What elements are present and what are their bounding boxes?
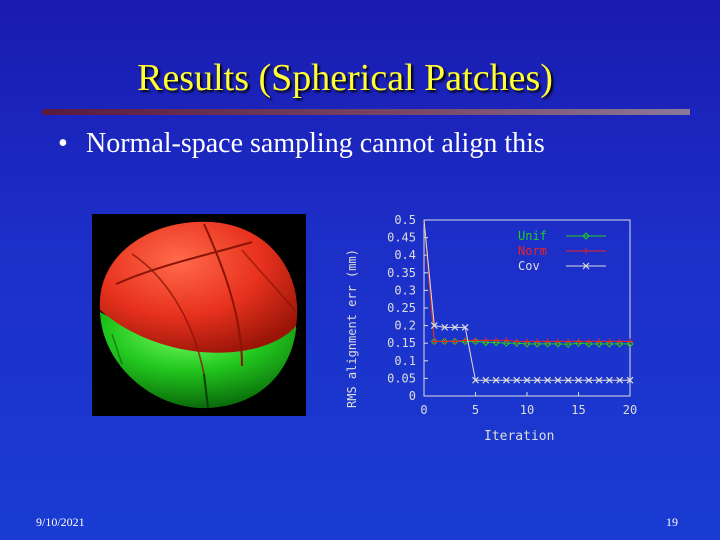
data-point — [554, 340, 562, 348]
bullet-text: Normal-space sampling cannot align this — [86, 128, 545, 159]
bullet-dot: • — [58, 128, 68, 159]
data-point — [626, 376, 634, 384]
data-point — [606, 338, 613, 345]
data-point — [503, 337, 510, 344]
x-tick-label: 10 — [520, 403, 534, 417]
y-tick-label: 0.15 — [387, 336, 416, 350]
y-tick-label: 0.3 — [394, 283, 416, 297]
sphere-patches-image — [92, 214, 306, 416]
data-point — [585, 376, 593, 384]
data-point — [564, 340, 572, 348]
rms-error-chart: 0 0.05 0.1 0.15 0.2 0.25 0.3 0.35 0.4 0.45 0.5 0 5 1… — [338, 196, 650, 444]
legend-label: Cov — [518, 259, 540, 273]
data-point — [565, 338, 572, 345]
data-point — [564, 376, 572, 384]
data-point — [543, 340, 552, 348]
data-point — [574, 339, 583, 347]
data-point — [441, 323, 449, 331]
y-tick-label: 0.5 — [394, 213, 416, 227]
series-norm — [423, 219, 633, 345]
data-point — [451, 338, 458, 345]
legend-label: Norm — [518, 244, 547, 258]
data-point — [524, 338, 530, 345]
sphere-patches-render — [99, 221, 298, 409]
data-point — [626, 340, 634, 348]
y-tick-label: 0.25 — [387, 301, 416, 315]
data-point — [605, 376, 613, 384]
data-point — [462, 337, 469, 344]
slide-title: Results (Spherical Patches) — [137, 57, 553, 99]
data-point — [595, 376, 603, 384]
x-tick-label: 15 — [571, 403, 585, 417]
data-point — [583, 248, 589, 254]
x-axis-label: Iteration — [484, 429, 554, 444]
data-point — [441, 338, 448, 345]
data-point — [575, 376, 582, 384]
data-point — [627, 338, 633, 345]
data-point — [616, 338, 623, 345]
y-axis-label: RMS alignment err (mm) — [345, 249, 359, 408]
data-point — [523, 340, 531, 348]
chart-canvas: 0 0.05 0.1 0.15 0.2 0.25 0.3 0.35 0.4 0.45 0.5 0 5 1… — [345, 213, 637, 444]
data-point — [585, 340, 593, 348]
data-point — [554, 376, 562, 384]
data-point — [430, 322, 438, 330]
data-point — [575, 338, 582, 345]
title-underline — [42, 109, 690, 115]
data-point — [492, 338, 500, 347]
data-point — [472, 376, 479, 384]
data-point — [482, 338, 490, 347]
data-point — [492, 376, 500, 384]
data-point — [585, 338, 592, 345]
data-point — [431, 338, 438, 345]
x-tick-label: 5 — [472, 403, 479, 417]
data-point — [513, 338, 520, 345]
data-point — [523, 376, 531, 384]
data-point — [582, 262, 590, 270]
x-tick-labels: 0 5 10 15 20 — [420, 392, 637, 417]
y-tick-label: 0 — [409, 389, 416, 403]
x-tick-label: 20 — [623, 403, 637, 417]
y-tick-label: 0.2 — [394, 319, 416, 333]
bullet-item: • Normal-space sampling cannot align this — [58, 128, 545, 160]
y-tick-label: 0.35 — [387, 266, 416, 280]
series-layer — [423, 219, 634, 384]
data-point — [534, 338, 541, 345]
data-point — [544, 338, 551, 345]
data-point — [616, 376, 624, 384]
y-tick-label: 0.05 — [387, 371, 416, 385]
data-point — [493, 337, 500, 344]
page-number: 19 — [666, 515, 678, 529]
data-point — [451, 323, 459, 331]
data-point — [582, 232, 590, 240]
data-point — [482, 376, 490, 384]
data-point — [461, 323, 469, 331]
data-point — [502, 339, 511, 347]
data-point — [605, 340, 614, 348]
data-point — [554, 338, 561, 345]
data-point — [595, 340, 603, 348]
data-point — [533, 340, 542, 348]
x-tick-label: 0 — [420, 403, 427, 417]
data-point — [502, 376, 510, 384]
legend-label: Unif — [518, 229, 547, 243]
data-point — [512, 339, 521, 347]
data-point — [513, 376, 521, 384]
y-tick-label: 0.45 — [387, 231, 416, 245]
data-point — [596, 338, 603, 345]
y-tick-labels: 0 0.05 0.1 0.15 0.2 0.25 0.3 0.35 0.4 0.45 0.5 — [387, 213, 428, 403]
data-point — [544, 376, 552, 384]
data-point — [472, 337, 479, 344]
y-tick-label: 0.1 — [394, 354, 416, 368]
y-tick-label: 0.4 — [394, 248, 416, 262]
data-point — [533, 376, 541, 384]
series-cov — [423, 219, 634, 384]
data-point — [615, 340, 624, 348]
footer-date: 9/10/2021 — [36, 515, 85, 529]
data-point — [482, 337, 489, 344]
